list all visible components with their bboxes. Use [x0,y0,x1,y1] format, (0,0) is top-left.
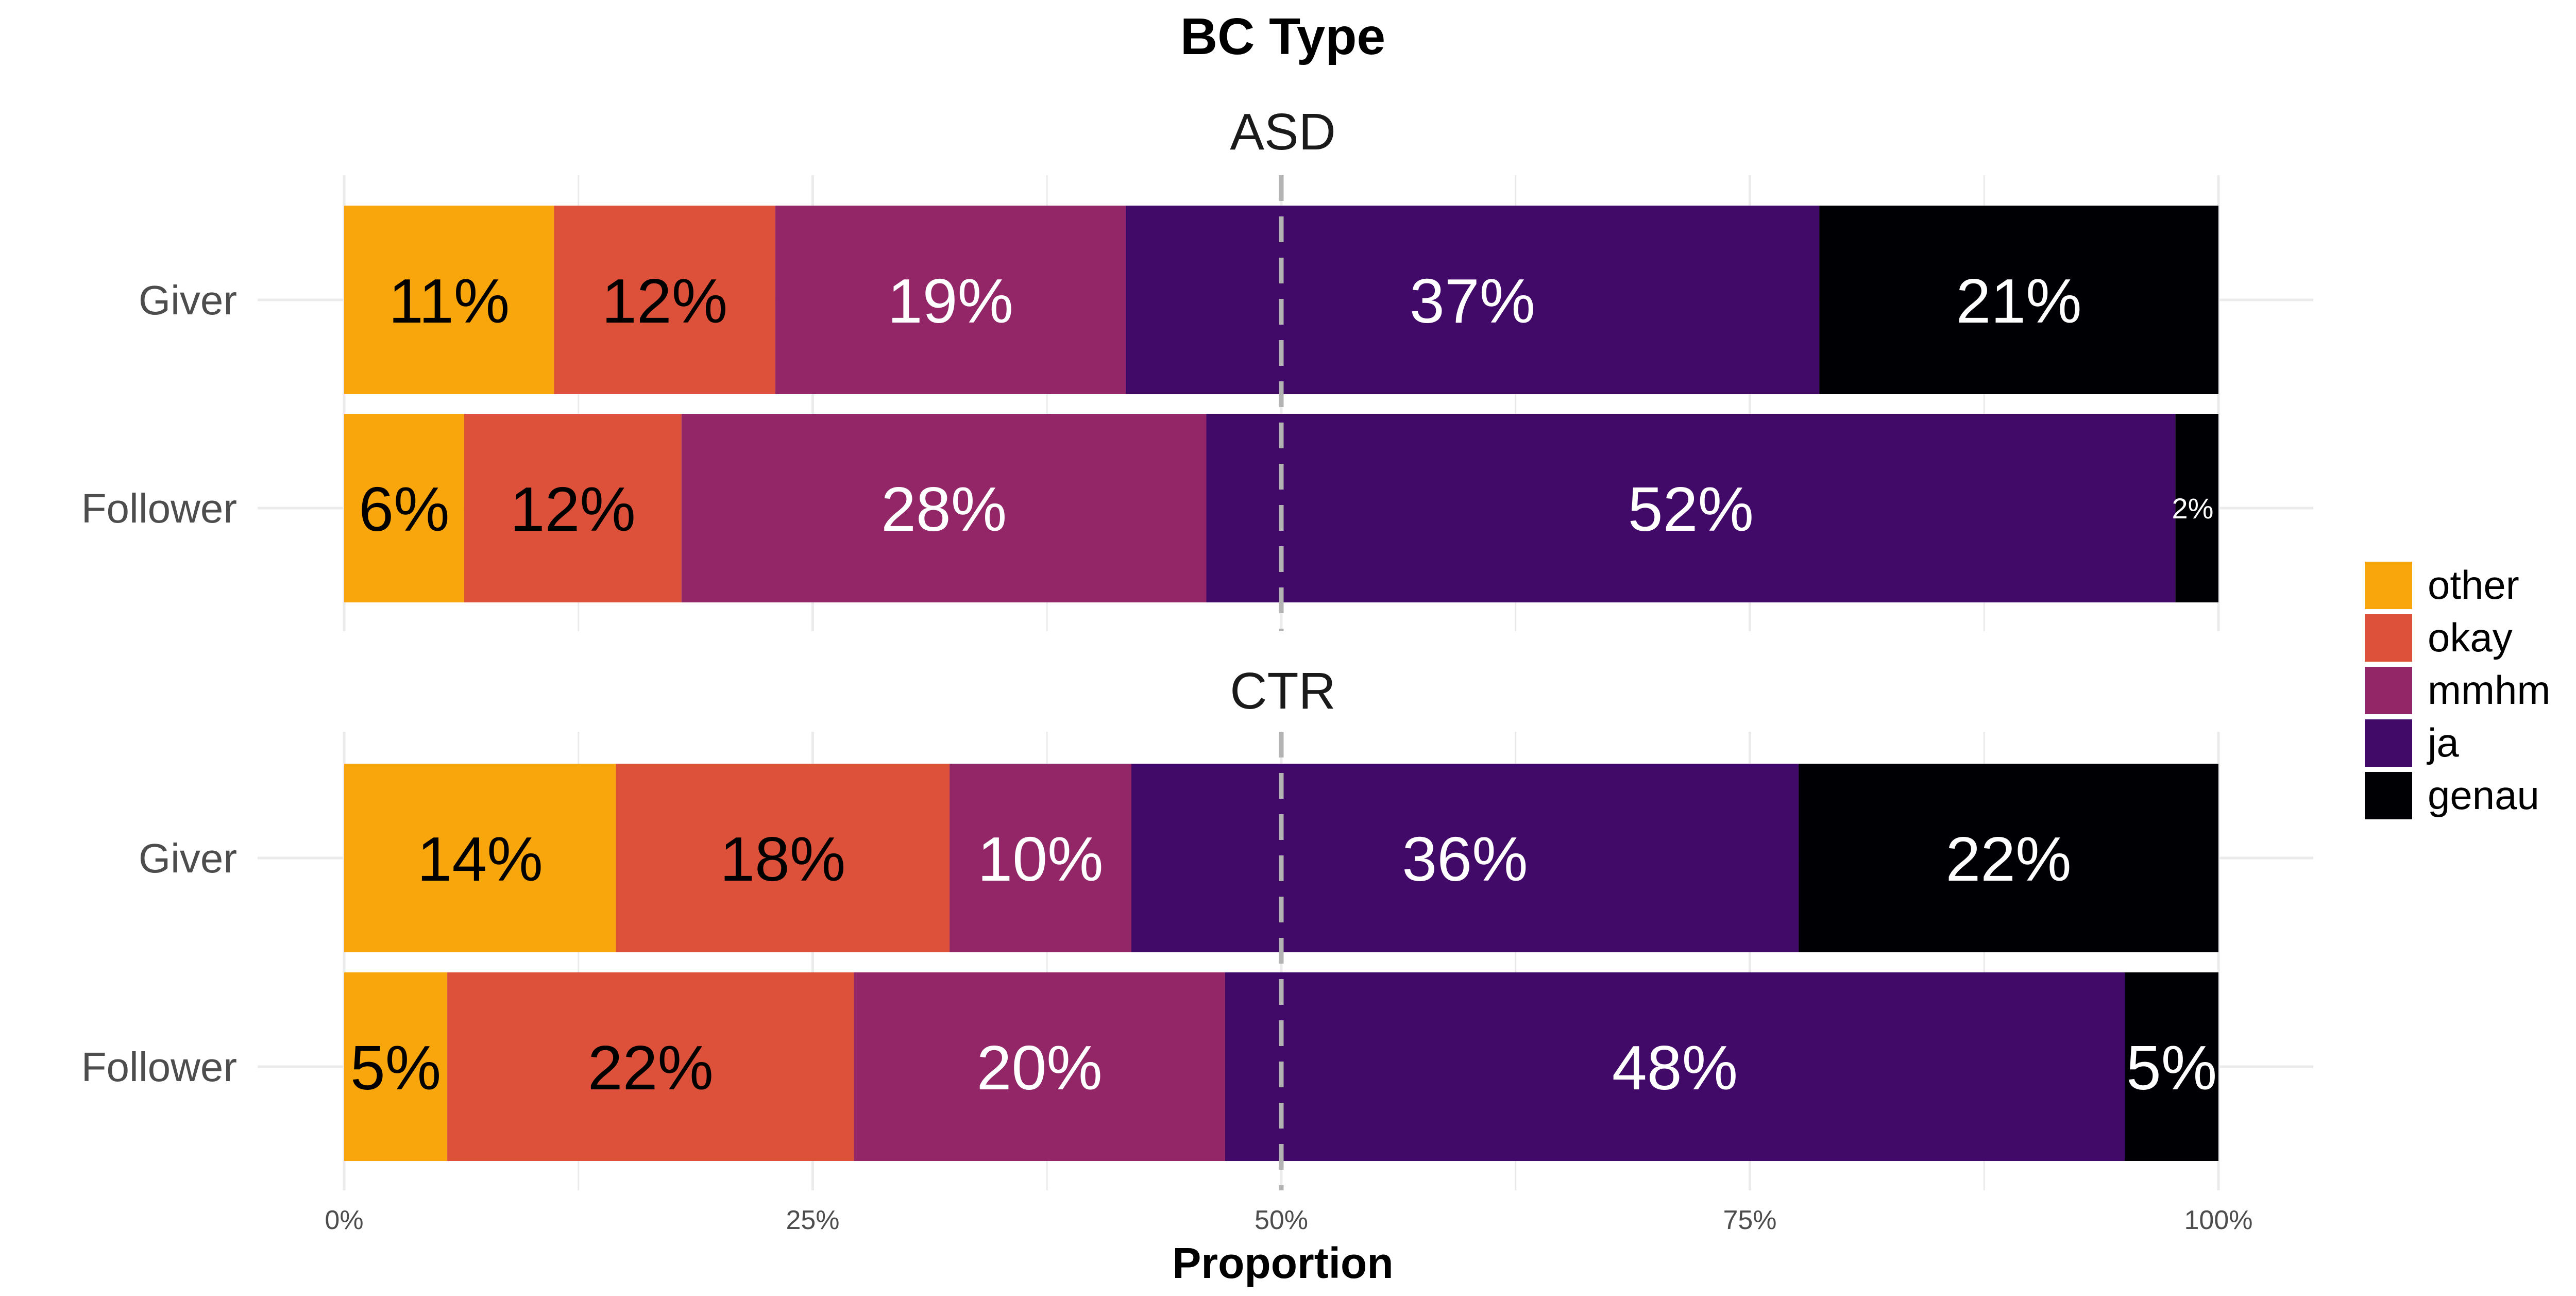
bar-segment-other [344,414,464,602]
bar-segment-ja [1131,764,1799,952]
x-tick-label: 25% [786,1205,839,1235]
data-label: 36% [1402,824,1528,894]
bar-segment-ja [1126,206,1820,394]
legend-item-genau: genau [2365,772,2539,819]
data-label: 6% [359,474,449,544]
bar-segment-mmhm [681,414,1207,602]
data-label: 52% [1628,474,1754,544]
data-label: 37% [1410,266,1535,336]
bar-segment-genau [2175,414,2218,602]
legend-label: other [2428,562,2519,608]
legend-swatch [2365,772,2412,819]
x-axis-title: Proportion [1172,1239,1393,1287]
category-label: Giver [139,277,237,323]
category-label: Giver [139,835,237,881]
panels-layer: ASD Giver 11% 12% 19% 37% 21% Follower 6% 12% 28% 5… [81,103,2218,1190]
legend-label: genau [2428,772,2539,818]
x-tick-label: 50% [1255,1205,1308,1235]
bar-segment-mmhm [854,972,1225,1161]
legend-item-okay: okay [2365,614,2513,662]
bar-segment-other [344,972,448,1161]
bar-row-follower: Follower 5% 22% 20% 48% 5% [81,972,2218,1161]
bar-segment-ja [1225,972,2125,1161]
data-label: 2% [2172,492,2214,525]
bar-segment-ja [1206,414,2176,602]
bar-segment-mmhm [950,764,1131,952]
category-label: Follower [81,485,237,531]
chart-title: BC Type [1180,8,1385,65]
data-label: 21% [1956,266,2081,336]
data-label: 12% [602,266,727,336]
data-label: 5% [350,1033,441,1103]
x-tick-label: 75% [1723,1205,1776,1235]
legend-swatch [2365,562,2412,609]
bar-segment-okay [554,206,775,394]
legend-label: ja [2427,720,2459,765]
bar-segment-okay [464,414,682,602]
data-label: 5% [2126,1033,2217,1103]
legend-label: mmhm [2428,667,2550,713]
panel-title: ASD [1230,103,1336,161]
data-label: 20% [977,1033,1103,1103]
legend-item-other: other [2365,562,2519,609]
bar-row-giver: Giver 11% 12% 19% 37% 21% [139,206,2218,394]
data-label: 28% [881,474,1007,544]
data-label: 22% [588,1033,714,1103]
data-label: 12% [510,474,636,544]
data-label: 11% [388,266,510,336]
panel-ctr: CTR Giver 14% 18% 10% 36% 22% Follower 5% 22% 20% 4… [81,662,2218,1161]
x-tick-label: 0% [325,1205,363,1235]
data-label: 19% [888,266,1013,336]
bar-segment-other [344,764,616,952]
bar-segment-genau [1819,206,2218,394]
data-label: 14% [417,824,543,894]
legend-swatch [2365,667,2412,714]
bar-segment-okay [616,764,950,952]
bar-segment-genau [1799,764,2218,952]
data-label: 10% [977,824,1103,894]
legend-swatch [2365,719,2412,767]
data-label: 22% [1945,824,2071,894]
bar-segment-okay [447,972,854,1161]
x-tick-label: 100% [2184,1205,2253,1235]
panel-title: CTR [1230,662,1336,720]
panel-asd: ASD Giver 11% 12% 19% 37% 21% Follower 6% 12% 28% 5… [81,103,2218,602]
bar-row-follower: Follower 6% 12% 28% 52% 2% [81,414,2218,602]
category-label: Follower [81,1044,237,1090]
legend-item-ja: ja [2365,719,2459,767]
data-label: 48% [1612,1033,1738,1103]
legend: other okay mmhm ja genau [2365,562,2550,819]
bar-segment-genau [2125,972,2218,1161]
data-label: 18% [720,824,845,894]
bar-segment-mmhm [775,206,1126,394]
bar-row-giver: Giver 14% 18% 10% 36% 22% [139,764,2218,952]
legend-label: okay [2428,615,2513,660]
bar-segment-other [344,206,554,394]
x-axis: 0% 25% 50% 75% 100% [325,1205,2252,1235]
legend-swatch [2365,614,2412,662]
legend-item-mmhm: mmhm [2365,667,2550,714]
